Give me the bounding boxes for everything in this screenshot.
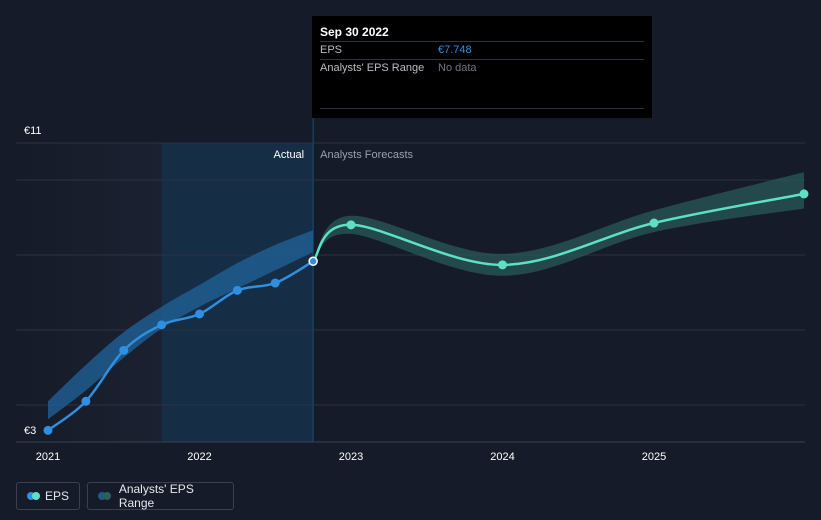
tooltip-range-label: Analysts' EPS Range	[320, 62, 425, 74]
x-tick-label: 2023	[339, 451, 363, 463]
tooltip-row-range: Analysts' EPS Range No data	[320, 59, 644, 77]
tooltip-range-value: No data	[438, 62, 477, 74]
eps-forecast-line	[312, 192, 805, 267]
forecast-eps-range-band	[313, 172, 804, 276]
legend-eps-label: EPS	[44, 489, 69, 503]
legend-eps-button[interactable]: EPS	[16, 482, 80, 510]
eps-forecast-point	[649, 218, 659, 228]
eps-actual-point	[43, 425, 53, 435]
eps-actual-point	[119, 345, 129, 355]
eps-actual-point	[308, 256, 318, 267]
tooltip-divider	[320, 108, 644, 109]
eps-forecast-point	[498, 260, 508, 270]
x-tick-label: 2024	[490, 451, 514, 463]
eps-actual-point	[270, 278, 280, 288]
eps-forecast-point	[799, 189, 809, 199]
eps-legend-icon	[27, 492, 40, 500]
eps-forecast-point	[346, 220, 356, 230]
eps-actual-point	[81, 396, 91, 406]
forecast-section-label: Analysts Forecasts	[320, 149, 413, 161]
x-tick-label: 2022	[187, 451, 211, 463]
eps-actual-point	[232, 285, 242, 295]
y-tick-label: €11	[24, 125, 42, 137]
tooltip-row-eps: EPS €7.748	[320, 41, 644, 59]
legend-range-label: Analysts' EPS Range	[118, 482, 194, 510]
y-tick-label: €3	[24, 425, 36, 437]
eps-actual-point	[195, 309, 205, 319]
x-tick-label: 2021	[36, 451, 60, 463]
tooltip-eps-value: €7.748	[438, 44, 472, 56]
x-tick-label: 2025	[642, 451, 666, 463]
actual-section-label: Actual	[274, 149, 305, 161]
hover-tooltip: Sep 30 2022 EPS €7.748 Analysts' EPS Ran…	[312, 16, 652, 118]
history-shade	[16, 143, 162, 442]
range-legend-icon	[98, 492, 111, 500]
eps-actual-point	[157, 320, 167, 330]
actual-eps-range-band	[48, 230, 314, 420]
tooltip-eps-label: EPS	[320, 44, 343, 56]
legend-range-button[interactable]: Analysts' EPS Range	[87, 482, 234, 510]
tooltip-date: Sep 30 2022	[320, 25, 389, 39]
